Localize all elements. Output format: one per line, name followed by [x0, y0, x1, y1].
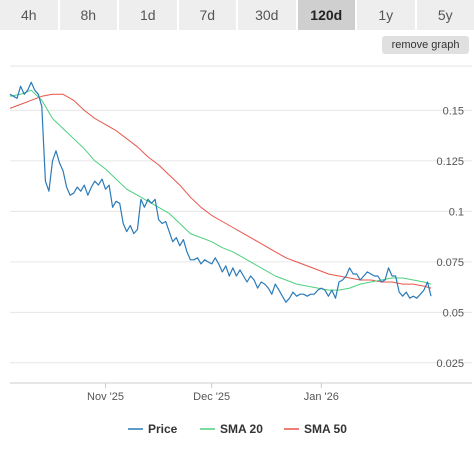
legend-label: SMA 20 [220, 422, 263, 436]
tab-1d[interactable]: 1d [119, 0, 179, 30]
y-tick-label: 0.075 [436, 257, 464, 269]
legend-label: SMA 50 [304, 422, 347, 436]
legend-item-sma-20[interactable]: SMA 20 [200, 422, 263, 436]
series-lines [9, 81, 432, 303]
remove-graph-button[interactable]: remove graph [382, 36, 469, 54]
y-axis: 0.15 0.125 0.1 0.075 0.05 0.025 [436, 105, 464, 369]
y-tick-label: 0.025 [436, 358, 464, 370]
tab-5y[interactable]: 5y [416, 0, 474, 30]
y-tick-label: 0.15 [443, 105, 464, 117]
tab-4h[interactable]: 4h [0, 0, 60, 30]
tab-7d[interactable]: 7d [178, 0, 238, 30]
y-tick-label: 0.05 [443, 307, 464, 319]
x-tick-label: Dec '25 [193, 391, 230, 403]
legend-item-sma-50[interactable]: SMA 50 [284, 422, 347, 436]
series-line-price [9, 81, 432, 303]
tab-1y[interactable]: 1y [357, 0, 417, 30]
x-tick-label: Jan '26 [304, 391, 339, 403]
x-tick-label: Nov '25 [87, 391, 124, 403]
y-tick-label: 0.1 [449, 206, 464, 218]
grid [10, 65, 472, 384]
tab-8h[interactable]: 8h [59, 0, 119, 30]
time-range-tabs: 4h 8h 1d 7d 30d 120d 1y 5y [0, 0, 474, 30]
x-axis: Nov '25 Dec '25 Jan '26 [87, 383, 339, 403]
price-chart: 0.15 0.125 0.1 0.075 0.05 0.025 Nov '25 Dec '2… [9, 65, 472, 436]
tab-30d[interactable]: 30d [238, 0, 298, 30]
legend-item-price[interactable]: Price [128, 422, 178, 436]
y-tick-label: 0.125 [436, 156, 464, 168]
legend-label: Price [148, 422, 178, 436]
series-line-sma-50 [9, 93, 432, 289]
tab-120d[interactable]: 120d [297, 0, 357, 30]
series-line-sma-20 [9, 89, 432, 291]
legend[interactable]: Price SMA 20 SMA 50 [128, 422, 347, 436]
